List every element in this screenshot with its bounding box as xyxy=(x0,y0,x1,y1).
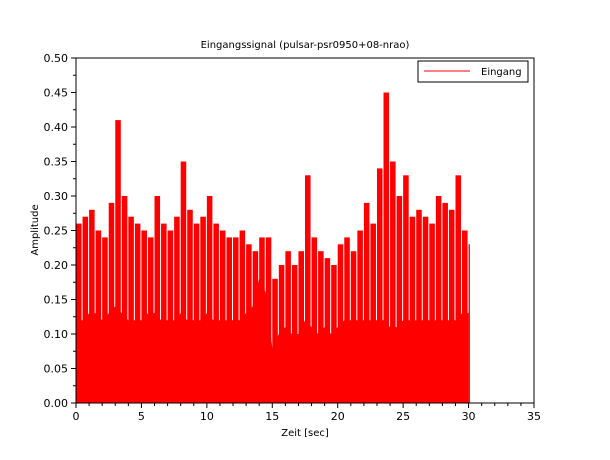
data-bar xyxy=(291,265,298,403)
data-bar xyxy=(416,209,422,403)
x-tick-label: 20 xyxy=(331,410,345,423)
x-axis: 0 5 10 15 20 25 30 35 xyxy=(73,403,541,423)
data-bar xyxy=(259,237,265,403)
x-tick-label: 35 xyxy=(527,410,541,423)
data-bar xyxy=(233,237,239,403)
data-bar xyxy=(331,265,337,403)
data-bar xyxy=(285,251,291,403)
data-bar xyxy=(278,265,285,403)
data-bar xyxy=(154,196,161,403)
data-bar xyxy=(219,230,226,403)
y-tick-label: 0.30 xyxy=(44,190,69,203)
data-bar xyxy=(390,161,396,403)
x-tick-label: 30 xyxy=(462,410,476,423)
data-bar xyxy=(102,237,108,403)
data-bar xyxy=(89,209,95,403)
data-bar xyxy=(141,230,147,403)
y-tick-label: 0.20 xyxy=(44,259,69,272)
data-bar xyxy=(409,216,416,403)
data-bar xyxy=(468,244,470,403)
y-axis: 0.00 0.05 0.10 0.15 0.20 0.25 0.30 0.35 0.40 0.45… xyxy=(44,52,76,410)
data-bar xyxy=(76,223,82,403)
data-bar xyxy=(403,175,409,403)
data-bar xyxy=(213,223,219,403)
data-bar xyxy=(298,251,304,403)
data-bar xyxy=(180,161,187,403)
data-bar xyxy=(108,202,115,403)
data-bar xyxy=(448,209,455,403)
data-bar xyxy=(174,216,180,403)
data-bar xyxy=(193,223,200,403)
data-bar xyxy=(82,216,89,403)
data-bar xyxy=(462,230,468,403)
y-tick-label: 0.00 xyxy=(44,397,69,410)
y-tick-label: 0.15 xyxy=(44,294,69,307)
y-tick-label: 0.10 xyxy=(44,328,69,341)
x-tick-label: 15 xyxy=(265,410,279,423)
data-bar xyxy=(115,120,121,403)
data-bar xyxy=(337,244,344,403)
y-tick-label: 0.05 xyxy=(44,363,69,376)
data-bar xyxy=(239,230,246,403)
x-tick-label: 10 xyxy=(200,410,214,423)
data-bar xyxy=(311,237,318,403)
data-bar xyxy=(206,196,213,403)
legend: Eingang xyxy=(417,60,529,83)
data-bar xyxy=(147,237,154,403)
y-tick-label: 0.50 xyxy=(44,52,69,65)
data-bar xyxy=(318,251,324,403)
data-bar xyxy=(305,175,311,403)
data-bar xyxy=(161,223,167,403)
chart-title: Eingangssignal (pulsar-psr0950+08-nrao) xyxy=(201,40,410,51)
x-tick-label: 5 xyxy=(138,410,145,423)
y-tick-label: 0.35 xyxy=(44,156,69,169)
data-bar xyxy=(376,168,383,403)
data-bar xyxy=(396,196,403,403)
data-bar xyxy=(370,223,376,403)
x-axis-title: Zeit [sec] xyxy=(281,428,329,439)
data-bar xyxy=(200,216,206,403)
x-tick-label: 25 xyxy=(396,410,410,423)
data-bar xyxy=(344,237,350,403)
data-bar xyxy=(422,216,429,403)
data-bar xyxy=(442,202,448,403)
y-axis-title: Amplitude xyxy=(30,204,41,255)
data-bar xyxy=(252,251,259,403)
data-bar xyxy=(187,209,193,403)
data-bar xyxy=(429,223,435,403)
legend-box xyxy=(417,60,529,83)
legend-label-eingang: Eingang xyxy=(481,67,522,78)
data-bar xyxy=(272,278,278,403)
data-bar xyxy=(324,258,331,403)
data-bar xyxy=(134,223,141,403)
data-bar xyxy=(265,237,272,403)
y-tick-label: 0.40 xyxy=(44,121,69,134)
data-bar xyxy=(350,251,357,403)
data-bar xyxy=(357,230,363,403)
data-bar xyxy=(455,175,462,403)
y-tick-label: 0.45 xyxy=(44,87,69,100)
data-bar xyxy=(128,216,134,403)
x-tick-label: 0 xyxy=(73,410,80,423)
data-bars xyxy=(76,92,470,403)
data-bar xyxy=(95,230,102,403)
data-bar xyxy=(383,92,390,403)
data-bar xyxy=(121,196,128,403)
data-bar xyxy=(167,230,174,403)
data-bar xyxy=(246,244,252,403)
data-bar xyxy=(363,202,370,403)
data-bar xyxy=(435,196,442,403)
data-bar xyxy=(226,237,233,403)
y-tick-label: 0.25 xyxy=(44,225,69,238)
